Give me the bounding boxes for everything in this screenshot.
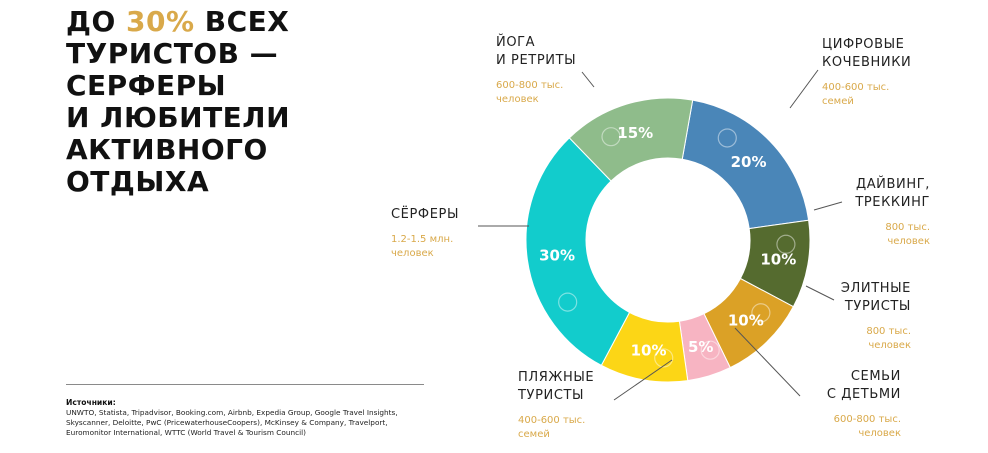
- category-count: 400-600 тыс.: [822, 82, 889, 93]
- category-count: 800 тыс.: [866, 326, 911, 337]
- headline-suffix: ВСЕХ: [194, 5, 290, 38]
- slice-percent-label: 30%: [539, 247, 575, 265]
- category-label: ЙОГА: [496, 34, 535, 50]
- slice-percent-label: 10%: [631, 341, 667, 359]
- slice-percent-label: 15%: [617, 124, 653, 142]
- slice-percent-label: 20%: [731, 153, 767, 171]
- laptop-icon: [717, 128, 737, 148]
- donut-slice: [568, 97, 694, 182]
- headline-line-4: И ЛЮБИТЕЛИ: [66, 101, 290, 134]
- category-count: человек: [887, 236, 930, 247]
- diving-mask-icon: [776, 234, 796, 254]
- category-count: человек: [391, 248, 434, 259]
- headline-line-6: ОТДЫХА: [66, 165, 210, 198]
- sources-label: Источники:: [66, 398, 116, 407]
- category-label: ТУРИСТЫ: [844, 299, 911, 314]
- yoga-icon: [601, 127, 621, 147]
- leader-line: [613, 359, 673, 401]
- category-label: И РЕТРИТЫ: [496, 53, 576, 68]
- category-count: 600-800 тыс.: [496, 80, 563, 91]
- category-count: семей: [518, 429, 550, 440]
- headline: ДО 30% ВСЕХ ТУРИСТОВ — СЕРФЕРЫ И ЛЮБИТЕЛ…: [66, 6, 290, 198]
- headline-line-5: АКТИВНОГО: [66, 133, 268, 166]
- headline-prefix: ДО: [66, 5, 126, 38]
- surfboard-icon: [558, 292, 578, 312]
- category-label: ТРЕККИНГ: [854, 195, 930, 210]
- category-count: человек: [868, 340, 911, 351]
- category-label: С ДЕТЬМИ: [827, 387, 901, 402]
- slice-percent-label: 10%: [760, 250, 796, 268]
- category-label: ДАЙВИНГ,: [856, 176, 930, 192]
- headline-line-2: ТУРИСТОВ —: [66, 37, 279, 70]
- donut-slice: [525, 137, 631, 367]
- sources-divider: [66, 384, 424, 385]
- category-count: человек: [858, 428, 901, 439]
- category-label: ТУРИСТЫ: [517, 388, 584, 403]
- category-count: 1.2-1.5 млн.: [391, 234, 453, 245]
- category-label: СЁРФЕРЫ: [391, 206, 459, 222]
- crown-icon: [751, 303, 771, 323]
- sources-text: UNWTO, Statista, Tripadvisor, Booking.co…: [66, 408, 398, 437]
- leader-line: [581, 71, 595, 88]
- slice-percent-label: 5%: [688, 338, 713, 356]
- leader-line: [789, 69, 819, 109]
- category-count: 400-600 тыс.: [518, 415, 585, 426]
- category-label: КОЧЕВНИКИ: [822, 55, 911, 70]
- headline-accent: 30%: [126, 5, 195, 38]
- category-label: ЭЛИТНЫЕ: [841, 281, 911, 296]
- category-label: ЦИФРОВЫЕ: [822, 37, 904, 52]
- headline-line-3: СЕРФЕРЫ: [66, 69, 227, 102]
- family-icon: [700, 340, 720, 360]
- category-count: 600-800 тыс.: [834, 414, 901, 425]
- category-count: человек: [496, 94, 539, 105]
- headline-line-1: ДО 30% ВСЕХ: [66, 6, 290, 38]
- leader-line: [813, 201, 843, 211]
- category-label: СЕМЬИ: [851, 369, 901, 384]
- category-label: ПЛЯЖНЫЕ: [518, 370, 594, 385]
- slice-percent-label: 10%: [728, 312, 764, 330]
- leader-line: [734, 327, 801, 397]
- leader-line: [805, 285, 835, 301]
- beach-umbrella-icon: [654, 348, 674, 368]
- category-count: семей: [822, 96, 854, 107]
- category-count: 800 тыс.: [885, 222, 930, 233]
